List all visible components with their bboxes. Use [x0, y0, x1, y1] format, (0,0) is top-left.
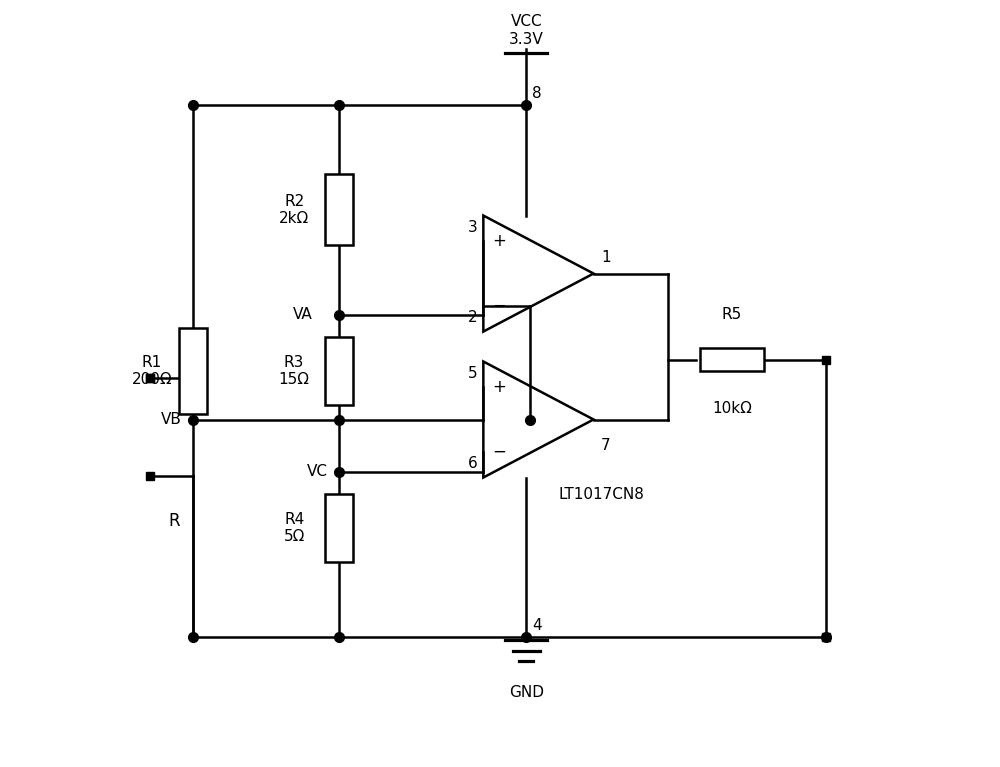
Text: 5: 5 — [468, 366, 477, 381]
FancyBboxPatch shape — [325, 174, 353, 245]
Text: VB: VB — [161, 412, 182, 427]
FancyBboxPatch shape — [179, 328, 207, 414]
Text: 10kΩ: 10kΩ — [712, 401, 752, 416]
Text: 3: 3 — [468, 220, 477, 235]
FancyBboxPatch shape — [325, 495, 353, 561]
Text: VA: VA — [293, 308, 313, 322]
Text: R4
5Ω: R4 5Ω — [283, 512, 305, 545]
FancyBboxPatch shape — [325, 337, 353, 404]
Text: R2
2kΩ: R2 2kΩ — [279, 194, 309, 226]
Text: −: − — [492, 443, 506, 461]
Text: R5: R5 — [722, 308, 742, 322]
Text: LT1017CN8: LT1017CN8 — [558, 487, 644, 502]
Text: 4: 4 — [532, 617, 542, 633]
Text: R: R — [169, 512, 180, 529]
Text: +: + — [492, 378, 506, 396]
FancyBboxPatch shape — [700, 348, 764, 371]
Text: 1: 1 — [601, 249, 611, 265]
Text: 7: 7 — [601, 438, 611, 453]
Text: VCC
3.3V: VCC 3.3V — [509, 15, 544, 47]
Text: VC: VC — [307, 464, 328, 479]
Text: −: − — [492, 297, 506, 315]
Text: 6: 6 — [468, 456, 477, 471]
Text: R3
15Ω: R3 15Ω — [279, 354, 310, 387]
Text: 2: 2 — [468, 310, 477, 324]
Text: R1
200Ω: R1 200Ω — [132, 354, 172, 387]
Text: 8: 8 — [532, 87, 542, 101]
Text: GND: GND — [509, 685, 544, 700]
Text: +: + — [492, 232, 506, 250]
